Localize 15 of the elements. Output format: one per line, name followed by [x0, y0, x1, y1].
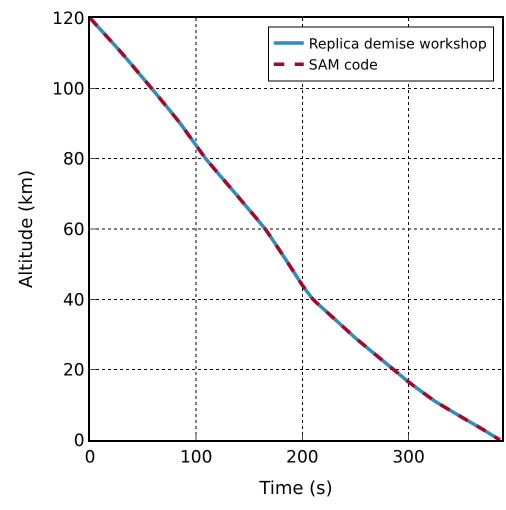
y-tick-label: 40 [62, 290, 85, 310]
x-axis-title: Time (s) [258, 478, 333, 499]
y-tick-label: 20 [62, 360, 85, 381]
y-tick-label: 0 [74, 430, 85, 451]
y-tick-label: 100 [52, 79, 85, 100]
line-series [90, 18, 502, 440]
y-tick-label: 60 [62, 220, 85, 240]
legend-label: SAM code [308, 58, 378, 74]
x-tick-label: 300 [392, 447, 425, 468]
x-tick-label: 200 [286, 447, 319, 468]
y-tick-label: 80 [62, 150, 85, 170]
x-tick-label: 100 [180, 447, 212, 468]
y-tick-label: 120 [52, 8, 85, 29]
legend-label: Replica demise workshop [308, 36, 487, 52]
y-axis-title: Altitude (km) [16, 170, 37, 288]
